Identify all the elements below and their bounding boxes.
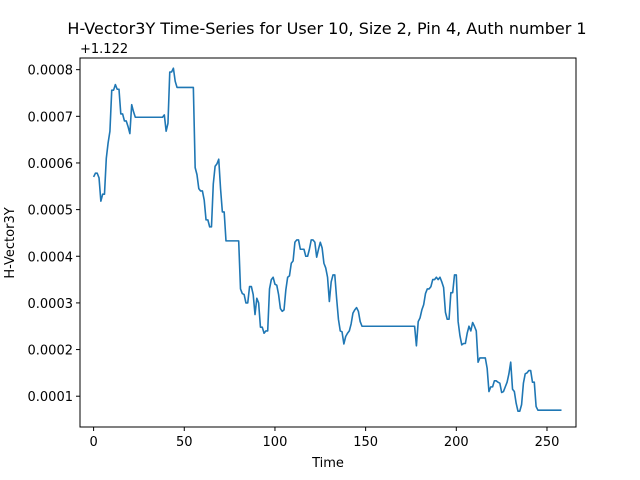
x-tick-label: 0 xyxy=(89,435,97,450)
y-axis-title: H-Vector3Y xyxy=(3,207,18,278)
x-tick-label: 100 xyxy=(263,435,288,450)
x-tick-label: 200 xyxy=(444,435,469,450)
y-tick-label: 0.0006 xyxy=(28,157,74,172)
chart-title: H-Vector3Y Time-Series for User 10, Size… xyxy=(67,19,586,38)
y-axis: 0.0001 0.0002 0.0003 0.0004 0.0005 0.0006 0.00… xyxy=(28,64,80,405)
x-tick-label: 150 xyxy=(353,435,378,450)
x-axis: 0 50 100 150 200 250 xyxy=(89,427,559,450)
x-tick-label: 250 xyxy=(535,435,560,450)
y-tick-label: 0.0007 xyxy=(28,110,74,125)
plot-area xyxy=(92,67,562,412)
y-tick-label: 0.0002 xyxy=(28,344,74,359)
y-tick-label: 0.0003 xyxy=(28,297,74,312)
y-tick-label: 0.0001 xyxy=(28,390,74,405)
y-tick-label: 0.0008 xyxy=(28,64,74,79)
axes-frame xyxy=(79,57,577,428)
x-tick-label: 50 xyxy=(176,435,193,450)
series-line-0 xyxy=(92,67,562,412)
y-tick-label: 0.0004 xyxy=(28,250,74,265)
y-tick-label: 0.0005 xyxy=(28,204,74,219)
x-axis-title: Time xyxy=(311,456,344,471)
y-offset-label: +1.122 xyxy=(80,42,128,57)
